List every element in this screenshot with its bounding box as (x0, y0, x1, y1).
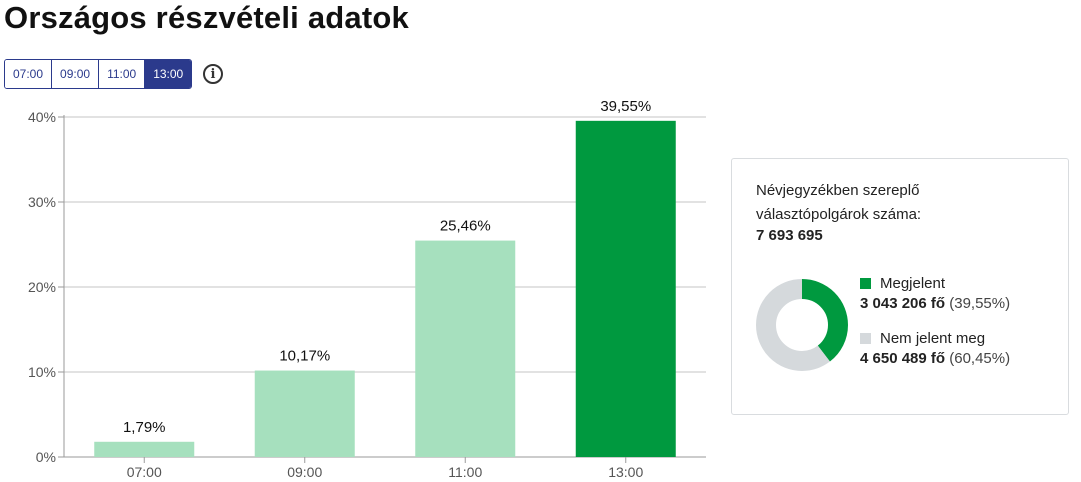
registered-voters-title: Névjegyzékben szereplő választópolgárok … (756, 182, 922, 223)
time-button-1100[interactable]: 11:00 (99, 60, 146, 88)
y-tick-label: 0% (36, 449, 56, 465)
legend-label-present: Megjelent (880, 275, 946, 292)
x-tick-label: 09:00 (287, 464, 322, 480)
turnout-bar-chart: 0% 10% 20% 30% 40% 1,79% 07:00 10,17% 09:00 25,46… (28, 98, 706, 480)
bar-0700 (94, 441, 195, 457)
bar-value-label: 25,46% (440, 218, 491, 235)
legend-pct-present: (39,55%) (949, 295, 1011, 312)
info-icon[interactable]: i (203, 64, 223, 84)
registered-voters-total: 7 693 695 (756, 227, 823, 244)
bar-value-label: 1,79% (123, 419, 166, 436)
turnout-donut-chart (756, 279, 848, 371)
donut-segment-absent (756, 279, 848, 371)
legend-value-present: 3 043 206 fő (860, 295, 946, 312)
time-button-0700[interactable]: 07:00 (5, 60, 53, 88)
bar-value-label: 10,17% (279, 348, 330, 365)
bar-1300 (575, 120, 676, 457)
legend-pct-absent: (60,45%) (949, 350, 1011, 367)
y-tick-label: 30% (28, 194, 56, 210)
legend-value-absent: 4 650 489 fő (860, 350, 946, 367)
legend-label-absent: Nem jelent meg (880, 330, 986, 347)
page-title: Országos részvételi adatok (4, 0, 409, 35)
legend-item-absent: Nem jelent meg 4 650 489 fő (60,45%) (860, 330, 1010, 367)
registered-voters-card: Névjegyzékben szereplő választópolgárok … (731, 158, 1069, 415)
x-tick-label: 07:00 (127, 464, 162, 480)
bar-0900 (254, 370, 355, 457)
y-tick-label: 40% (28, 109, 56, 125)
y-tick-label: 20% (28, 279, 56, 295)
bar-1100 (415, 240, 516, 457)
legend-swatch-present (860, 278, 871, 289)
x-tick-label: 13:00 (608, 464, 643, 480)
y-tick-label: 10% (28, 364, 56, 380)
time-selector: 07:00 09:00 11:00 13:00 (4, 59, 193, 89)
time-button-0900[interactable]: 09:00 (52, 60, 100, 88)
bar-value-label: 39,55% (600, 98, 651, 115)
legend-item-present: Megjelent 3 043 206 fő (39,55%) (860, 275, 1010, 312)
x-tick-label: 11:00 (448, 464, 482, 480)
legend-swatch-absent (860, 333, 871, 344)
time-button-1300[interactable]: 13:00 (145, 60, 192, 88)
